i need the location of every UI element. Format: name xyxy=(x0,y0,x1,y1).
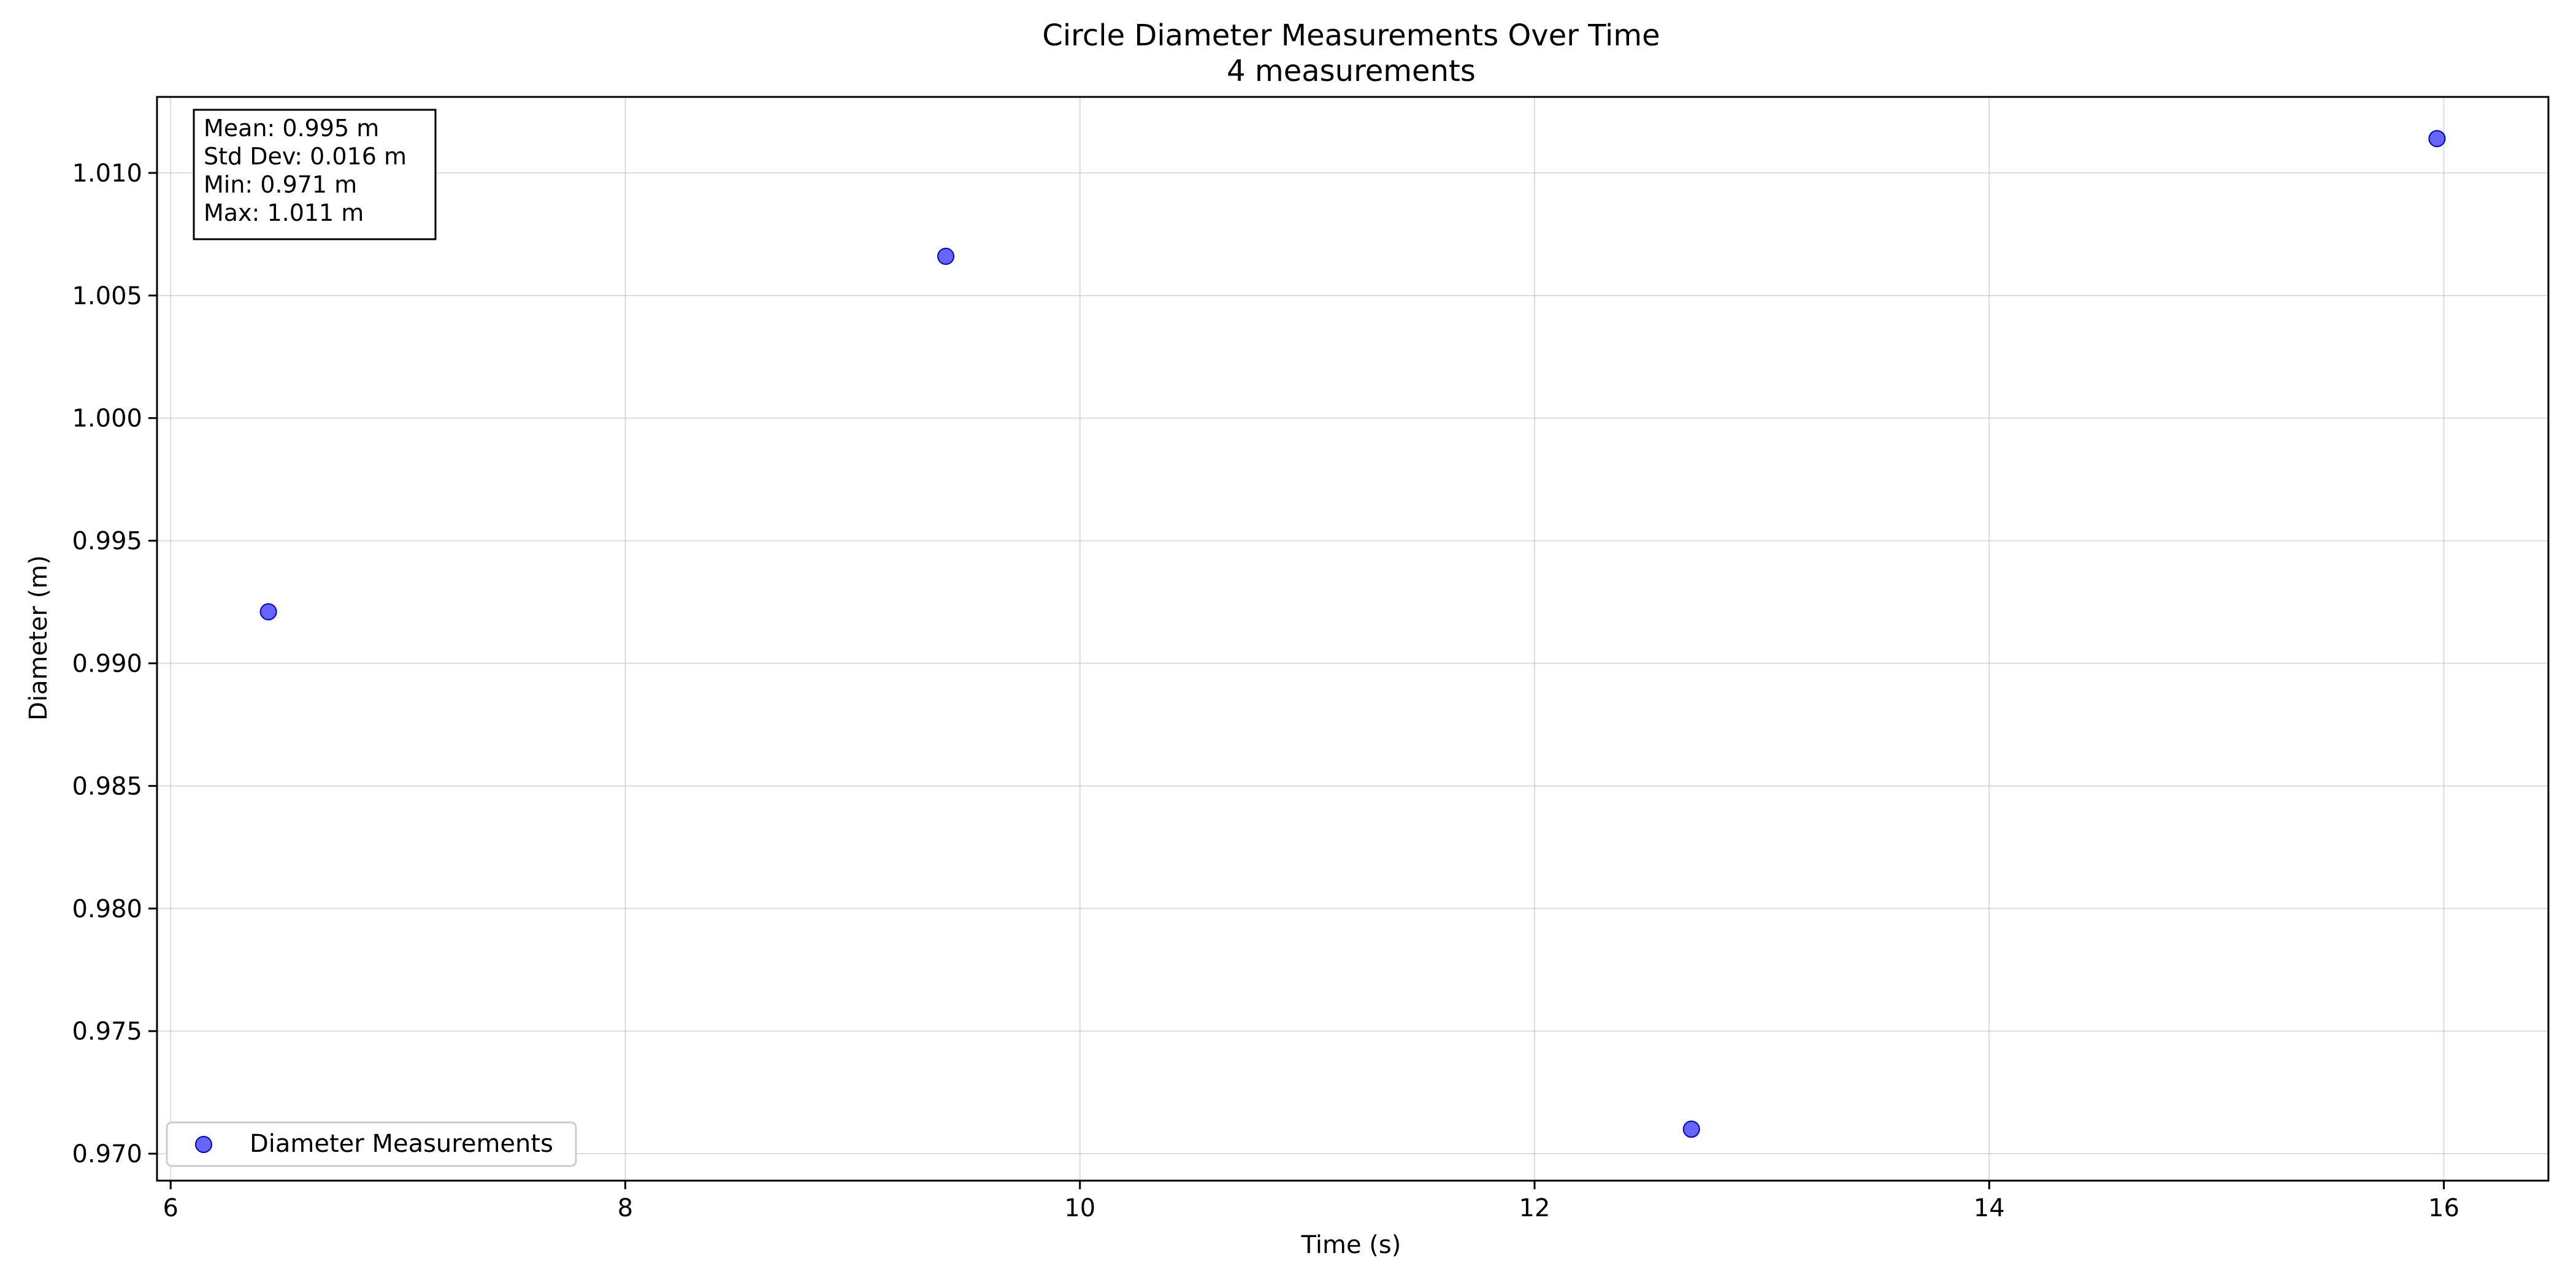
y-tick-label: 1.005 xyxy=(72,282,142,310)
legend: Diameter Measurements xyxy=(166,1121,577,1167)
data-point xyxy=(2428,129,2446,147)
axis-ticks: 6 8 10 12 14 16 0.970 0.975 0.980 0.985 0.990 0.995… xyxy=(72,159,2459,1222)
plot-frame xyxy=(156,96,2550,1182)
data-point xyxy=(937,247,955,265)
y-axis-label: Diameter (m) xyxy=(25,555,53,721)
chart-title: Circle Diameter Measurements Over Time xyxy=(1042,18,1660,53)
x-tick-label: 8 xyxy=(618,1194,633,1222)
x-tick-label: 16 xyxy=(2428,1194,2459,1222)
grid xyxy=(157,97,2548,1181)
x-tick-label: 14 xyxy=(1974,1194,2005,1222)
stats-box: Mean: 0.995 m Std Dev: 0.016 m Min: 0.97… xyxy=(193,109,437,240)
data-point xyxy=(259,603,277,621)
y-tick-label: 0.970 xyxy=(72,1140,142,1168)
legend-frame xyxy=(166,1121,577,1167)
legend-label: Diameter Measurements xyxy=(250,1130,553,1158)
y-tick-label: 0.990 xyxy=(72,650,142,678)
y-tick-label: 1.000 xyxy=(72,405,142,433)
y-tick-label: 0.985 xyxy=(72,772,142,800)
stats-max: Max: 1.011 m xyxy=(204,199,364,226)
x-tick-label: 10 xyxy=(1064,1194,1095,1222)
data-points xyxy=(259,129,2446,1138)
legend-marker xyxy=(195,1136,212,1153)
x-tick-label: 12 xyxy=(1519,1194,1551,1222)
x-axis-label: Time (s) xyxy=(1301,1231,1401,1259)
y-tick-label: 1.010 xyxy=(72,159,142,188)
data-point xyxy=(1682,1121,1700,1138)
y-tick-label: 0.975 xyxy=(72,1018,142,1046)
stats-std-dev: Std Dev: 0.016 m xyxy=(204,143,407,170)
stats-min: Min: 0.971 m xyxy=(204,171,357,198)
x-tick-label: 6 xyxy=(163,1194,178,1222)
chart-subtitle: 4 measurements xyxy=(1227,54,1476,88)
stats-box-frame xyxy=(193,109,437,240)
y-tick-label: 0.980 xyxy=(72,895,142,923)
stats-mean: Mean: 0.995 m xyxy=(204,115,379,142)
y-tick-label: 0.995 xyxy=(72,527,142,556)
